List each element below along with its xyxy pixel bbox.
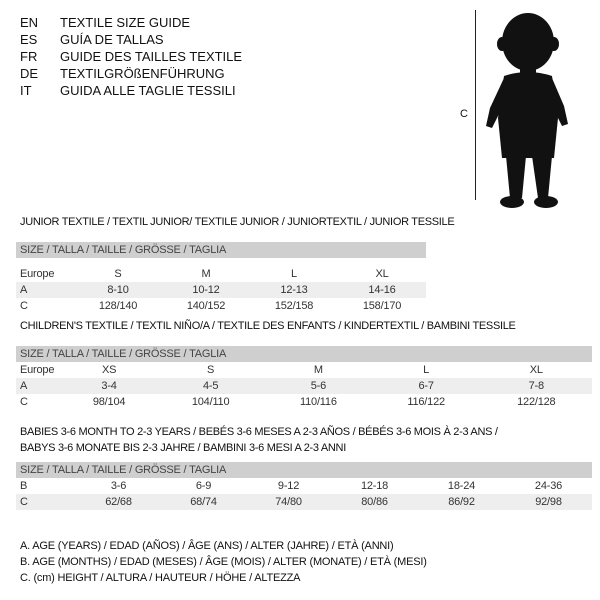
height-measure-label: C (460, 108, 468, 120)
table-row: C 62/68 68/74 74/80 80/86 86/92 92/98 (16, 494, 592, 510)
table-row: Europe XS S M L XL (20, 364, 543, 376)
junior-size-table: SIZE / TALLA / TAILLE / GRÖSSE / TAGLIA … (16, 242, 426, 314)
table-row: A 3-4 4-5 5-6 6-7 7-8 (16, 378, 592, 394)
legend-b: B. AGE (MONTHS) / EDAD (MESES) / ÂGE (MO… (20, 556, 427, 568)
height-measure-line (475, 10, 476, 200)
table-row: B 3-6 6-9 9-12 12-18 18-24 24-36 (20, 480, 563, 492)
language-titles: EN TEXTILE SIZE GUIDE ES GUÍA DE TALLAS FR… (20, 14, 242, 99)
table-header: SIZE / TALLA / TAILLE / GRÖSSE / TAGLIA (16, 346, 592, 362)
junior-title: JUNIOR TEXTILE / TEXTIL JUNIOR/ TEXTILE … (20, 216, 455, 228)
legend-a: A. AGE (YEARS) / EDAD (AÑOS) / ÂGE (ANS)… (20, 540, 394, 552)
table-row: C 128/140 140/152 152/158 158/170 (20, 300, 402, 312)
title-es: ES GUÍA DE TALLAS (20, 32, 164, 47)
table-header: SIZE / TALLA / TAILLE / GRÖSSE / TAGLIA (16, 242, 426, 258)
title-en: EN TEXTILE SIZE GUIDE (20, 15, 191, 30)
legend-c: C. (cm) HEIGHT / ALTURA / HAUTEUR / HÖHE… (20, 572, 301, 584)
table-row: Europe S M L XL (20, 268, 389, 280)
child-silhouette-icon (486, 13, 568, 208)
children-title: CHILDREN'S TEXTILE / TEXTIL NIÑO/A / TEX… (20, 320, 516, 332)
legend: A. AGE (YEARS) / EDAD (AÑOS) / ÂGE (ANS)… (20, 538, 427, 586)
babies-title: BABIES 3-6 MONTH TO 2-3 YEARS / BEBÉS 3-… (20, 426, 498, 454)
table-row: C 98/104 104/110 110/116 116/122 122/128 (20, 396, 556, 408)
title-fr: FR GUIDE DES TAILLES TEXTILE (20, 49, 243, 64)
title-it: IT GUIDA ALLE TAGLIE TESSILI (20, 83, 236, 98)
title-de: DE TEXTILGRÖßENFÜHRUNG (20, 66, 225, 81)
table-header: SIZE / TALLA / TAILLE / GRÖSSE / TAGLIA (16, 462, 592, 478)
table-row: A 8-10 10-12 12-13 14-16 (16, 282, 426, 298)
babies-size-table: SIZE / TALLA / TAILLE / GRÖSSE / TAGLIA … (16, 462, 592, 510)
children-size-table: SIZE / TALLA / TAILLE / GRÖSSE / TAGLIA … (16, 346, 592, 410)
